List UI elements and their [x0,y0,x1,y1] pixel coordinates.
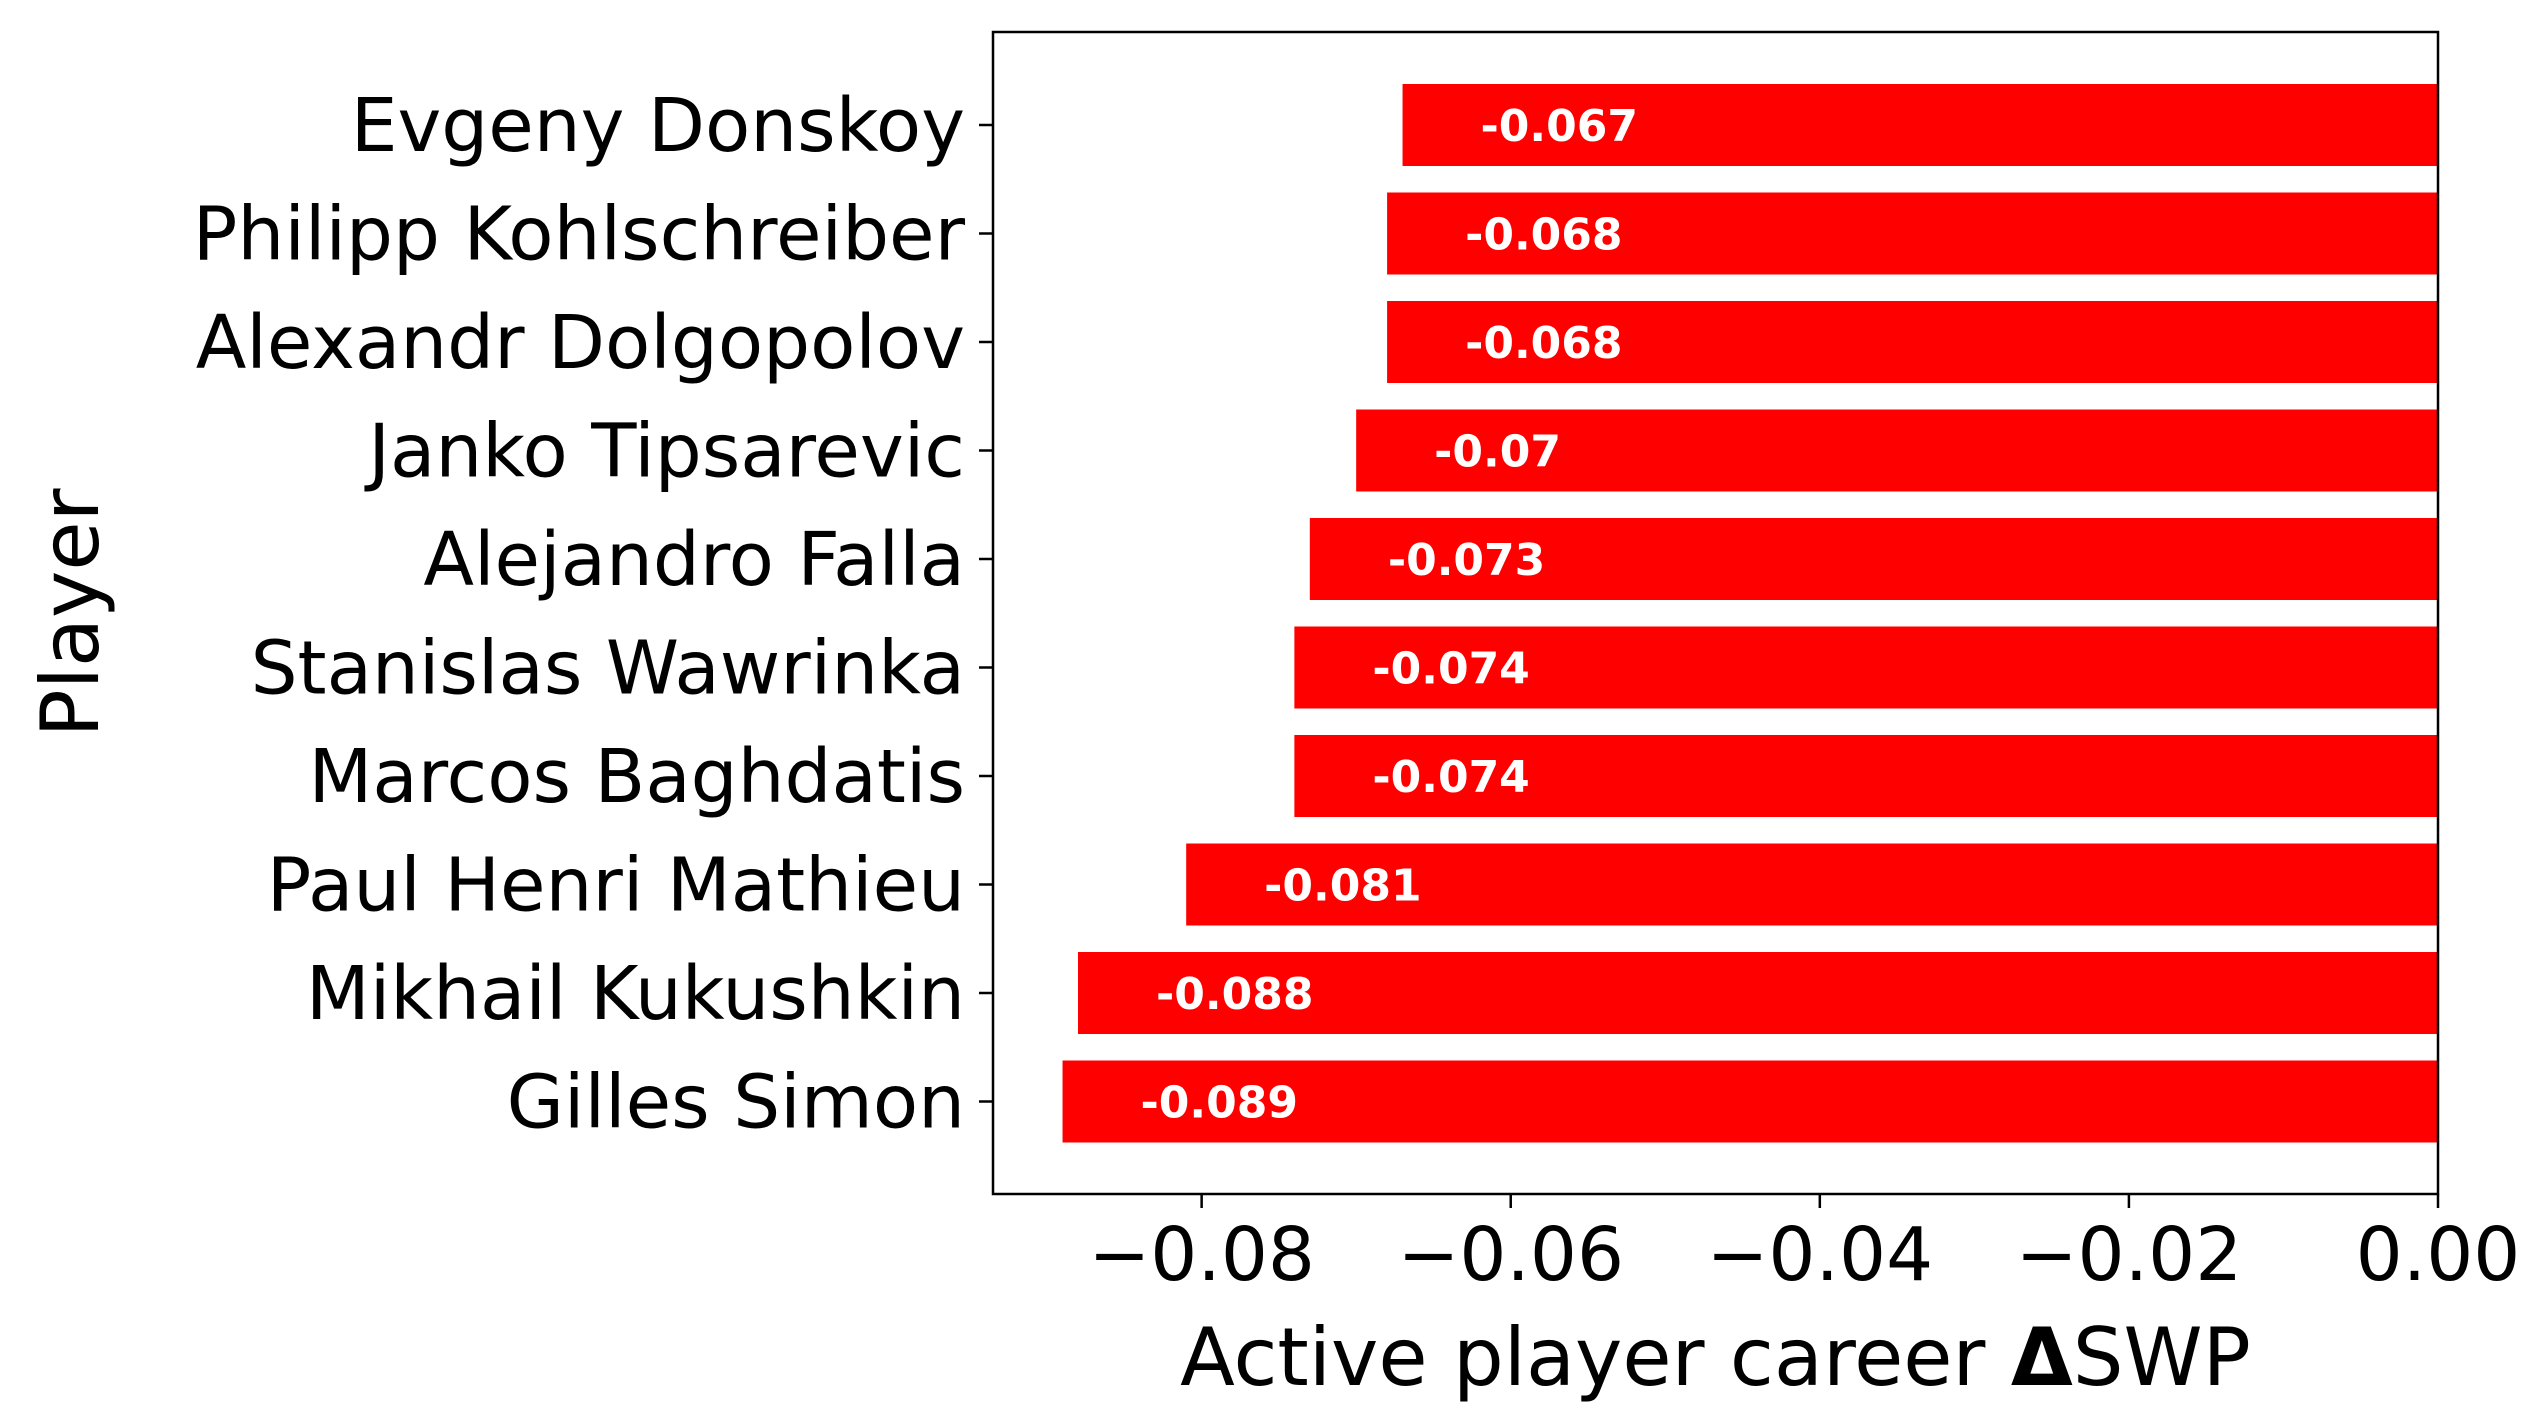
bar [1294,735,2438,817]
bar-value-label: -0.088 [1156,969,1313,1020]
bar-value-label: -0.081 [1264,861,1421,912]
y-tick-label: Alejandro Falla [423,517,965,603]
bar-labels-group: -0.067 -0.068 -0.068 -0.07 -0.073 -0.074 -0.07… [1141,101,1638,1129]
y-tick-label: Gilles Simon [507,1060,965,1146]
y-tick-label: Alexandr Dolgopolov [196,300,965,386]
y-tick-label: Paul Henri Mathieu [267,843,965,929]
bar [1062,1060,2438,1143]
y-axis: Evgeny Donskoy Philipp Kohlschreiber Alexa… [193,83,993,1146]
bar [1402,84,2438,166]
y-tick-label: Marcos Baghdatis [309,734,965,820]
x-tick-label: −0.02 [2016,1212,2243,1298]
bar [1186,843,2438,926]
bar [1078,952,2438,1034]
bar-value-label: -0.089 [1141,1078,1298,1129]
bar [1294,626,2438,709]
x-axis: −0.08 −0.06 −0.04 −0.02 0.00 [1088,1194,2520,1298]
plot-frame [991,30,2440,1196]
bar [1309,518,2438,600]
x-tick-label: −0.06 [1397,1212,1624,1298]
bar-value-label: -0.067 [1481,101,1638,152]
y-tick-label: Stanislas Wawrinka [251,626,965,712]
bar-value-label: -0.07 [1434,427,1561,478]
y-tick-label: Janko Tipsarevic [364,409,965,495]
bars-group [1062,84,2438,1143]
bar-value-label: -0.074 [1372,644,1529,695]
bar-value-label: -0.074 [1372,752,1529,803]
x-tick-label: 0.00 [2356,1212,2521,1298]
bar [1387,301,2438,383]
bar [1387,192,2438,275]
y-tick-label: Philipp Kohlschreiber [193,192,966,278]
bar-value-label: -0.068 [1465,210,1622,261]
bar-value-label: -0.073 [1388,535,1545,586]
y-tick-label: Mikhail Kukushkin [306,951,965,1037]
bar-value-label: -0.068 [1465,318,1622,369]
y-tick-label: Evgeny Donskoy [351,83,965,169]
x-tick-label: −0.08 [1088,1212,1315,1298]
x-tick-label: −0.04 [1706,1212,1933,1298]
x-axis-title: Active player career ΔSWP [1180,1311,2251,1404]
y-axis-title: Player [24,488,117,737]
bar [1356,409,2438,492]
